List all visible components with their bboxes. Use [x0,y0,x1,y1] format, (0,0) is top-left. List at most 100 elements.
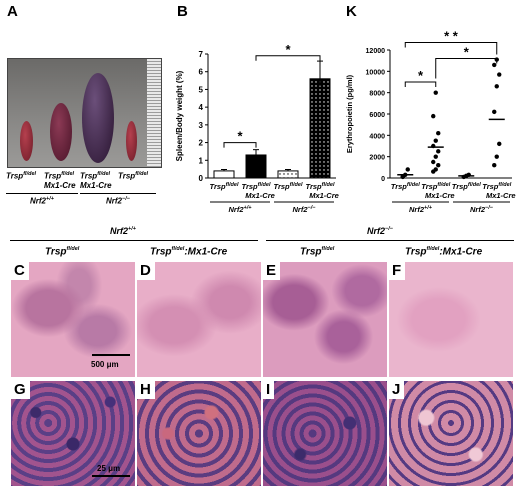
b-y-axis-title: Spleen/Body weight (%) [175,70,184,161]
panel-label-j: J [388,380,405,399]
histology-panel-g [10,380,136,487]
b-y-tick-label-5: 5 [199,85,204,94]
b-sig-bracket-1 [255,55,321,86]
k-sig-bracket-0 [404,81,437,87]
spleen-3 [82,73,114,163]
panel-label-d: D [136,261,155,280]
k-point-1-7 [433,138,438,143]
b-tick-label-0: Trspfl/del [210,182,239,191]
histo-group-line-2 [266,240,514,241]
k-point-1-9 [431,113,436,119]
k-point-1-10 [433,90,438,95]
k-sig-bracket-1 [435,58,498,79]
k-point-3-2 [497,141,502,147]
b-y-tick-label-1: 1 [199,156,204,165]
spleen-2 [50,103,72,161]
a-group-label-2: Nrf2−/− [106,196,130,206]
panel-label-g: G [10,380,30,399]
panel-label-c: C [10,261,29,280]
b-bar-1 [245,154,267,179]
k-y-tick-label-4: 8000 [369,91,385,98]
k-group-label-1: Nrf2−/− [470,205,494,214]
k-point-3-1 [494,154,499,159]
b-y-tick-label-3: 3 [199,121,204,130]
histology-panel-h [136,380,262,487]
a-sample-label-2: Trspfl/del Mx1-Cre [44,171,76,190]
k-point-3-6 [492,62,497,68]
k-tick-label-3-line2: Mx1-Cre [486,191,516,200]
b-bar-2 [277,170,299,179]
a-group-label-1: Nrf2+/+ [30,196,54,206]
spleen-photo [7,58,162,168]
k-y-tick-label-3: 6000 [369,112,385,119]
k-point-3-3 [492,109,497,115]
b-y-tick-label-0: 0 [199,174,204,183]
b-sig-label-0: * [237,129,243,144]
k-point-1-3 [431,159,436,165]
histology-panel-e [262,261,388,378]
k-sig-label-2: * * [444,29,459,44]
k-point-1-1 [433,167,438,172]
b-tick-label-1: Trspfl/del [242,182,271,191]
k-y-tick-label-5: 10000 [366,69,386,76]
k-y-tick-label-1: 2000 [369,155,385,162]
b-y-tick-label-7: 7 [199,50,204,59]
k-point-1-8 [436,131,441,136]
panel-label-a: A [7,3,18,20]
k-sig-label-1: * [464,45,470,60]
b-tick-label-3-line2: Mx1-Cre [309,191,339,200]
k-point-1-2 [436,163,441,168]
histo-col-header-1: Trspfl/del [45,246,80,258]
a-group-line-2 [80,193,156,194]
k-point-0-2 [405,167,410,172]
ruler-graphic [147,59,161,167]
scale-bar-low-label: 500 μm [91,360,119,369]
b-group-label-0: Nrf2+/+ [229,205,253,214]
k-tick-label-0: Trspfl/del [391,182,420,191]
k-point-0-3 [400,174,405,180]
panel-label-k: K [346,3,357,20]
k-y-tick-label-6: 12000 [366,48,386,55]
chart-b: 0 1 2 3 4 5 6 7 Spleen/Body weight (%) Trspfl/del… [175,42,339,214]
k-y-axis-title: Erythropoietin (pg/ml) [345,74,354,153]
histology-panel-i [262,380,388,487]
scale-bar-high-label: 25 μm [97,464,121,473]
histo-col-header-3: Trspfl/del [300,246,335,258]
panel-label-h: H [136,380,155,399]
histo-group-line-1 [10,240,258,241]
b-y-tick-label-6: 6 [199,68,204,77]
k-tick-label-3: Trspfl/del [482,182,511,191]
k-point-3-5 [497,72,502,77]
histo-col-header-2: Trspfl/del:Mx1-Cre [150,246,228,258]
a-sample-label-4: Trspfl/del [118,171,149,181]
histo-col-header-4: Trspfl/del:Mx1-Cre [405,246,483,258]
histology-panel-j [388,380,514,487]
spleen-4 [126,121,137,161]
k-group-label-0: Nrf2+/+ [409,205,433,214]
histology-panel-f [388,261,514,378]
b-y-tick-label-2: 2 [199,139,204,148]
b-y-tick-label-4: 4 [199,103,204,112]
k-tick-label-1: Trspfl/del [421,182,450,191]
b-tick-label-2: Trspfl/del [274,182,303,191]
b-group-label-1: Nrf2−/− [293,205,317,214]
scale-bar-low [92,354,130,356]
histology-panel-c [10,261,136,378]
a-group-line-1 [6,193,78,194]
k-tick-label-2: Trspfl/del [452,182,481,191]
k-y-tick-label-0: 0 [381,176,385,183]
b-tick-label-3: Trspfl/del [306,182,335,191]
b-tick-label-1-line2: Mx1-Cre [245,191,275,200]
a-sample-label-3: Trspfl/del Mx1-Cre [80,171,112,190]
k-tick-label-1-line2: Mx1-Cre [425,191,455,200]
panel-label-b: B [177,3,188,20]
scale-bar-high [92,475,130,477]
panel-label-f: F [388,261,406,280]
k-point-1-5 [436,149,441,154]
k-point-3-0 [492,163,497,168]
panel-label-e: E [262,261,281,280]
k-point-3-4 [494,84,499,89]
k-point-1-4 [433,154,438,159]
histo-group-header-1: Nrf2+/+ [110,226,136,236]
k-y-tick-label-2: 4000 [369,133,385,140]
